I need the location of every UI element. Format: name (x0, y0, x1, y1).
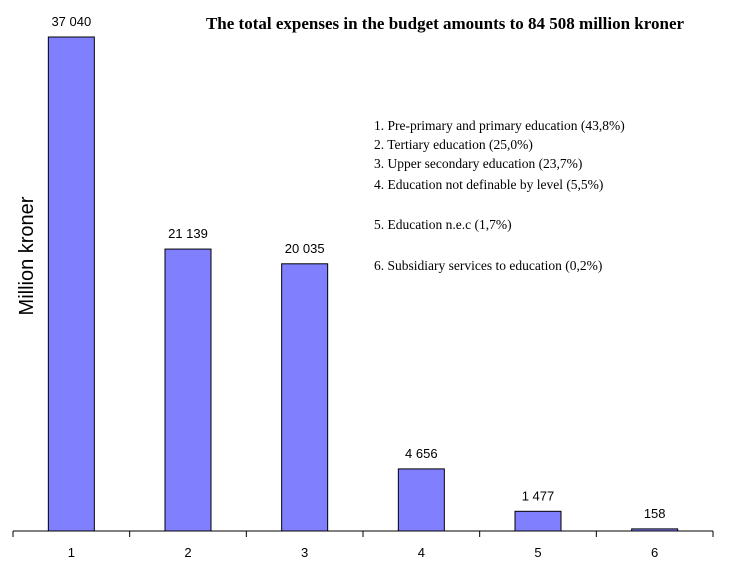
legend-item-1: 1. Pre-primary and primary education (43… (374, 118, 625, 133)
value-label-1: 37 040 (51, 14, 91, 29)
x-tick-labels-group: 1 2 3 4 5 6 (68, 545, 659, 560)
legend-item-4: 4. Education not definable by level (5,5… (374, 177, 603, 192)
value-labels-group: 37 040 21 139 20 035 4 656 1 477 158 (51, 14, 665, 521)
legend: 1. Pre-primary and primary education (43… (374, 118, 625, 273)
chart-title: The total expenses in the budget amounts… (206, 14, 685, 33)
legend-item-2: 2. Tertiary education (25,0%) (374, 137, 533, 152)
bar-4 (397, 468, 445, 532)
legend-item-5: 5. Education n.e.c (1,7%) (374, 217, 512, 232)
legend-item-6: 6. Subsidiary services to education (0,2… (374, 258, 602, 273)
value-label-3: 20 035 (285, 241, 325, 256)
x-tick-label-5: 5 (534, 545, 541, 560)
value-label-2: 21 139 (168, 226, 208, 241)
x-ticks-group (12, 531, 714, 537)
x-tick-label-3: 3 (301, 545, 308, 560)
bars-group (47, 36, 679, 532)
legend-item-3: 3. Upper secondary education (23,7%) (374, 156, 582, 171)
value-label-4: 4 656 (405, 446, 438, 461)
bar-5 (514, 510, 562, 532)
bar-2 (164, 248, 212, 532)
y-axis-label: Million kroner (16, 196, 38, 315)
bar-3 (281, 263, 329, 532)
x-tick-label-1: 1 (68, 545, 75, 560)
x-tick-label-6: 6 (651, 545, 658, 560)
x-tick-label-4: 4 (418, 545, 425, 560)
value-label-6: 158 (644, 506, 666, 521)
x-tick-label-2: 2 (184, 545, 191, 560)
value-label-5: 1 477 (522, 488, 555, 503)
bar-1 (47, 36, 95, 532)
